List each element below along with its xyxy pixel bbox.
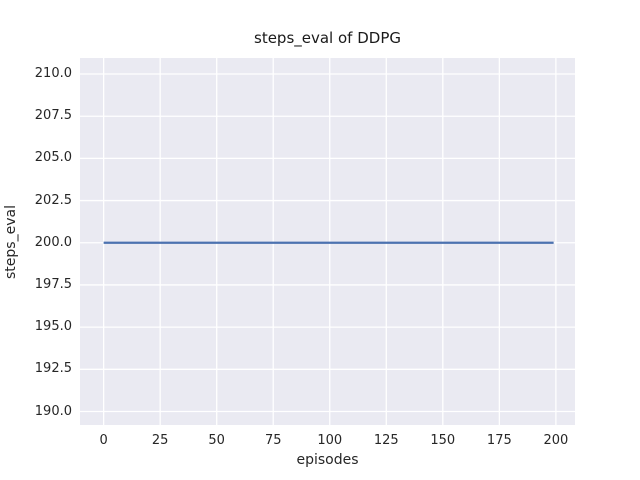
x-tick-label: 25 [151, 433, 169, 448]
y-tick-label: 205.0 [34, 150, 72, 166]
y-tick-label: 197.5 [34, 276, 72, 292]
x-tick-label: 100 [317, 433, 343, 448]
y-tick-label: 192.5 [34, 361, 72, 377]
x-tick-label: 125 [373, 433, 399, 448]
y-tick-label: 207.5 [34, 108, 72, 124]
x-tick-label: 150 [430, 433, 456, 448]
x-tick-label: 75 [264, 433, 282, 448]
chart-title: steps_eval of DDPG [254, 29, 401, 47]
x-tick-label: 200 [543, 433, 569, 448]
x-axis-label: episodes [296, 452, 359, 468]
y-tick-label: 200.0 [34, 234, 72, 250]
plot-area [80, 58, 575, 425]
y-tick-label: 210.0 [34, 66, 72, 82]
x-tick-label: 50 [208, 433, 225, 448]
x-tick-label: 175 [486, 433, 512, 448]
y-tick-label: 195.0 [34, 319, 72, 335]
x-tick-label: 0 [99, 433, 108, 448]
y-tick-label: 202.5 [34, 192, 72, 208]
y-axis-label: steps_eval [3, 205, 19, 279]
y-tick-label: 190.0 [34, 403, 72, 419]
